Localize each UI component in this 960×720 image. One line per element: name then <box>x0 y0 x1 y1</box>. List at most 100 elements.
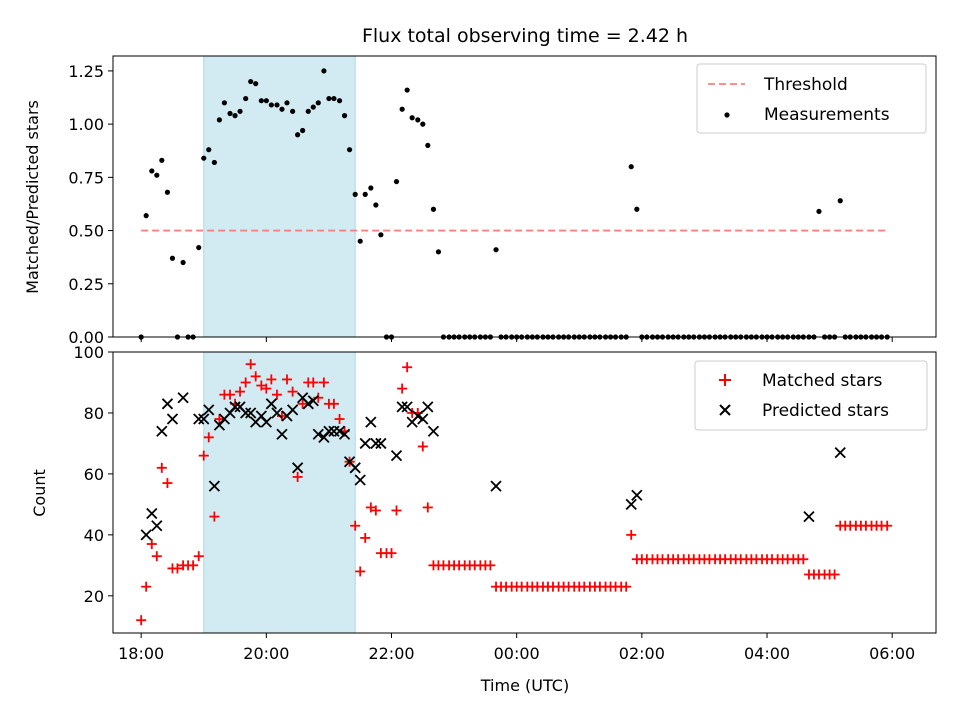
measurement-point <box>305 108 311 114</box>
y-tick-label: 0.75 <box>68 168 104 187</box>
matched-star-point <box>621 581 632 592</box>
measurement-point <box>243 95 249 102</box>
legend-predicted-label: Predicted stars <box>762 401 889 421</box>
x-tick-label: 04:00 <box>744 644 790 663</box>
ratio-panel: Flux total observing time = 2.42 h 0.000… <box>23 25 937 347</box>
predicted-star-point <box>417 413 429 425</box>
matched-star-point <box>397 383 408 394</box>
matched-star-point <box>136 615 147 626</box>
legend-matched-label: Matched stars <box>762 371 882 391</box>
measurement-point <box>341 113 348 119</box>
ratio-axes-frame <box>112 55 937 338</box>
predicted-star-point <box>427 425 440 437</box>
predicted-star-point <box>140 529 152 541</box>
predicted-star-point <box>198 413 210 425</box>
y-tick-label: 0.00 <box>68 328 104 347</box>
measurement-point <box>169 255 176 261</box>
observing-window-shade <box>203 55 356 338</box>
predicted-star-point <box>156 425 168 437</box>
matched-star-point <box>151 551 162 562</box>
predicted-star-point <box>307 395 319 407</box>
predicted-star-point <box>412 410 424 422</box>
matched-star-point <box>156 462 167 473</box>
measurement-point <box>420 121 426 127</box>
legend-measurements-swatch <box>724 112 730 118</box>
matched-star-point <box>225 389 236 400</box>
measurement-point <box>393 178 400 185</box>
measurement-point <box>628 164 634 170</box>
measurement-point <box>435 249 442 255</box>
count-axes-frame <box>112 351 937 634</box>
matched-star-point <box>256 380 267 391</box>
matched-star-point <box>287 386 298 397</box>
y-tick-label: 0.50 <box>68 222 104 241</box>
measurement-point <box>290 108 296 114</box>
matched-stars-points <box>136 359 893 626</box>
matched-star-point <box>422 502 433 513</box>
matched-star-point <box>391 505 402 516</box>
predicted-star-point <box>265 398 277 410</box>
legend-matched-swatch <box>719 374 731 386</box>
matched-star-point <box>485 560 496 571</box>
ratio-y-axis-label: Matched/Predicted stars <box>23 100 42 294</box>
measurement-point <box>352 191 358 197</box>
ratio-legend-box <box>696 63 927 134</box>
measurement-point <box>357 238 363 244</box>
predicted-star-point <box>490 480 502 492</box>
ratio-x-ticks <box>140 337 893 342</box>
matched-star-point <box>141 581 152 592</box>
matched-star-point <box>214 414 225 425</box>
predicted-star-point <box>396 401 408 413</box>
y-tick-label: 60 <box>84 465 104 484</box>
matched-star-point <box>334 414 345 425</box>
matched-star-point <box>829 569 840 580</box>
ratio-y-ticks: 0.00 0.25 0.50 0.75 1.00 1.25 <box>68 62 113 347</box>
matched-star-point <box>308 377 319 388</box>
matched-star-point <box>146 539 157 550</box>
matched-star-point <box>297 398 308 409</box>
x-tick-label: 20:00 <box>243 644 289 663</box>
legend-measurements-label: Measurements <box>764 105 890 125</box>
measurement-point <box>362 191 368 197</box>
y-tick-label: 20 <box>84 587 104 606</box>
measurement-point <box>216 117 222 123</box>
measurement-point <box>295 132 301 138</box>
count-panel: 20 40 60 80 100 18:00 20:00 22:00 00:00 02:00 04:… <box>30 343 937 695</box>
measurement-point <box>221 100 228 106</box>
predicted-star-point <box>349 462 361 474</box>
y-tick-label: 40 <box>84 526 104 545</box>
measurement-point <box>263 98 269 104</box>
matched-star-point <box>281 374 292 385</box>
matched-star-point <box>355 566 366 577</box>
predicted-star-point <box>401 401 413 413</box>
measurement-point <box>331 95 337 102</box>
predicted-star-point <box>354 474 366 486</box>
measurement-point <box>196 244 202 251</box>
predicted-star-point <box>245 407 257 419</box>
predicted-star-point <box>333 425 346 437</box>
count-legend: Matched stars Predicted stars <box>694 360 928 431</box>
measurement-point <box>211 159 217 166</box>
measurement-point <box>164 189 171 195</box>
predicted-star-point <box>151 520 163 532</box>
measurement-point <box>258 98 264 104</box>
matched-star-point <box>313 392 324 403</box>
count-y-axis-label: Count <box>30 469 49 517</box>
predicted-star-point <box>422 401 434 413</box>
matched-star-point <box>245 359 256 370</box>
legend-threshold-label: Threshold <box>763 75 848 95</box>
predicted-star-point <box>312 428 324 440</box>
matched-star-point <box>235 386 246 397</box>
matched-star-point <box>386 548 397 559</box>
measurement-point <box>399 106 405 112</box>
predicted-star-point <box>260 416 272 428</box>
measurement-point <box>373 202 379 208</box>
predicted-star-point <box>390 449 403 462</box>
x-tick-label: 02:00 <box>619 644 665 663</box>
y-tick-label: 1.00 <box>68 115 104 134</box>
ratio-legend: Threshold Measurements <box>696 63 927 134</box>
measurement-point <box>206 147 212 153</box>
measurement-point <box>634 206 640 212</box>
measurement-point <box>321 68 327 74</box>
